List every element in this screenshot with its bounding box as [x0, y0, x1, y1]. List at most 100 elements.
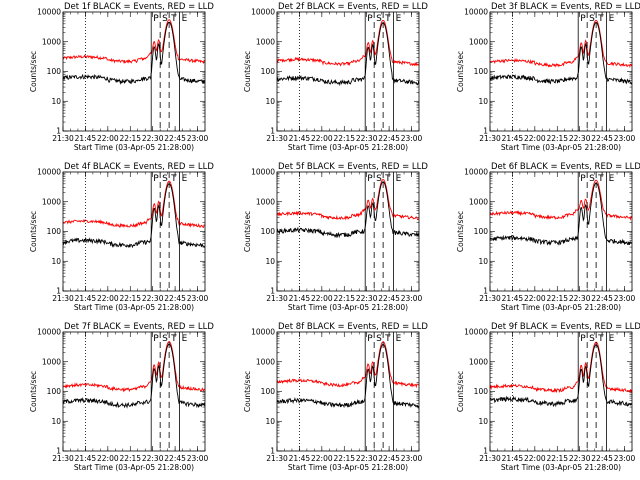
x-tick-label: 22:15 — [333, 454, 355, 463]
x-tick-label: 21:30 — [479, 134, 501, 143]
lld-series-line — [489, 179, 632, 221]
x-tick-label: 22:30 — [142, 294, 164, 303]
y-tick-label: 10000 — [37, 168, 61, 177]
x-axis-label: Start Time (03-Apr-05 21:28:00) — [288, 303, 408, 312]
x-tick-label: 23:00 — [401, 134, 423, 143]
marker-label: P — [153, 14, 159, 24]
panel-det-6: Det 6f BLACK = Events, RED = LLD Counts/s… — [456, 162, 640, 312]
lld-series-line — [489, 20, 633, 69]
y-tick-label: 10000 — [464, 168, 488, 177]
marker-label: S — [162, 174, 168, 184]
x-tick-label: 21:45 — [502, 454, 524, 463]
y-tick-label: 100 — [47, 67, 62, 76]
marker-label: S — [376, 174, 382, 184]
x-tick-label: 22:45 — [591, 294, 613, 303]
marker-label: P — [580, 334, 586, 344]
x-tick-label: 22:00 — [524, 294, 546, 303]
x-tick-label: 22:15 — [546, 454, 568, 463]
y-tick-label: 100 — [474, 227, 489, 236]
x-tick-label: 22:45 — [378, 134, 400, 143]
y-tick-label: 100 — [47, 227, 62, 236]
x-tick-label: 22:30 — [142, 454, 164, 463]
events-series-line — [276, 181, 420, 239]
events-series-line — [276, 343, 420, 409]
marker-label: P — [153, 174, 159, 184]
y-tick-label: 10 — [265, 97, 275, 106]
y-tick-label: 1000 — [42, 37, 61, 46]
y-tick-label: 10000 — [251, 168, 275, 177]
y-tick-label: 10000 — [37, 328, 61, 337]
marker-label: T — [170, 14, 177, 24]
lld-series-line — [276, 179, 420, 221]
x-tick-label: 22:15 — [119, 294, 141, 303]
x-tick-label: 23:00 — [187, 134, 209, 143]
x-tick-label: 22:30 — [569, 294, 591, 303]
x-tick-label: 22:00 — [524, 454, 546, 463]
lld-series-line — [62, 180, 205, 229]
x-tick-label: 21:30 — [479, 454, 501, 463]
y-axis-label: Counts/sec — [243, 371, 252, 412]
marker-label: T — [384, 334, 391, 344]
x-tick-label: 22:30 — [356, 294, 378, 303]
y-tick-label: 10000 — [464, 8, 488, 17]
x-tick-label: 21:30 — [52, 294, 74, 303]
panel-title: Det 8f BLACK = Events, RED = LLD — [278, 322, 428, 332]
x-tick-label: 21:30 — [52, 454, 74, 463]
x-tick-label: 21:30 — [479, 294, 501, 303]
y-tick-label: 1 — [56, 447, 61, 456]
x-tick-label: 22:30 — [356, 454, 378, 463]
y-tick-label: 100 — [261, 387, 276, 396]
x-tick-label: 22:00 — [311, 134, 333, 143]
x-axis-label: Start Time (03-Apr-05 21:28:00) — [288, 463, 408, 472]
x-tick-label: 22:45 — [378, 294, 400, 303]
plot-frame — [62, 331, 206, 452]
y-axis-label: Counts/sec — [243, 211, 252, 252]
plot-frame — [489, 11, 633, 132]
plot-frame — [62, 11, 206, 132]
y-tick-label: 10000 — [251, 8, 275, 17]
marker-label: T — [384, 14, 391, 24]
marker-label: E — [609, 14, 615, 24]
x-tick-label: 22:30 — [569, 134, 591, 143]
panel-title: Det 7f BLACK = Events, RED = LLD — [64, 322, 214, 332]
marker-label: S — [162, 334, 168, 344]
x-tick-label: 22:15 — [119, 134, 141, 143]
y-tick-label: 10000 — [464, 328, 488, 337]
y-tick-label: 1000 — [256, 197, 275, 206]
marker-label: E — [182, 174, 188, 184]
x-axis-label: Start Time (03-Apr-05 21:28:00) — [501, 303, 621, 312]
y-axis-label: Counts/sec — [456, 371, 465, 412]
events-series-line — [62, 343, 206, 409]
plot-frame — [62, 171, 206, 292]
panel-det-7: Det 7f BLACK = Events, RED = LLD Counts/s… — [29, 322, 214, 472]
x-tick-label: 21:45 — [75, 134, 97, 143]
marker-label: T — [597, 334, 604, 344]
y-tick-label: 10 — [265, 257, 275, 266]
x-tick-label: 22:00 — [97, 294, 119, 303]
panel-title: Det 3f BLACK = Events, RED = LLD — [491, 2, 640, 12]
marker-label: E — [182, 334, 188, 344]
y-tick-label: 100 — [474, 387, 489, 396]
y-tick-label: 1 — [270, 447, 275, 456]
marker-label: P — [580, 174, 586, 184]
marker-label: P — [367, 334, 373, 344]
marker-label: S — [589, 14, 595, 24]
panel-title: Det 2f BLACK = Events, RED = LLD — [278, 2, 428, 12]
y-tick-label: 1000 — [469, 357, 488, 366]
y-tick-label: 1 — [56, 127, 61, 136]
x-tick-label: 22:45 — [378, 454, 400, 463]
panel-det-9: Det 9f BLACK = Events, RED = LLD Counts/s… — [456, 322, 640, 472]
marker-label: T — [170, 334, 177, 344]
y-tick-label: 10 — [478, 257, 488, 266]
x-tick-label: 21:45 — [289, 134, 311, 143]
marker-label: T — [597, 174, 604, 184]
plot-frame — [276, 171, 420, 292]
lld-series-line — [489, 341, 633, 394]
x-tick-label: 23:00 — [401, 454, 423, 463]
panel-title: Det 4f BLACK = Events, RED = LLD — [64, 162, 214, 172]
panel-title: Det 9f BLACK = Events, RED = LLD — [491, 322, 640, 332]
x-tick-label: 21:45 — [289, 454, 311, 463]
marker-label: P — [580, 14, 586, 24]
panel-title: Det 6f BLACK = Events, RED = LLD — [491, 162, 640, 172]
